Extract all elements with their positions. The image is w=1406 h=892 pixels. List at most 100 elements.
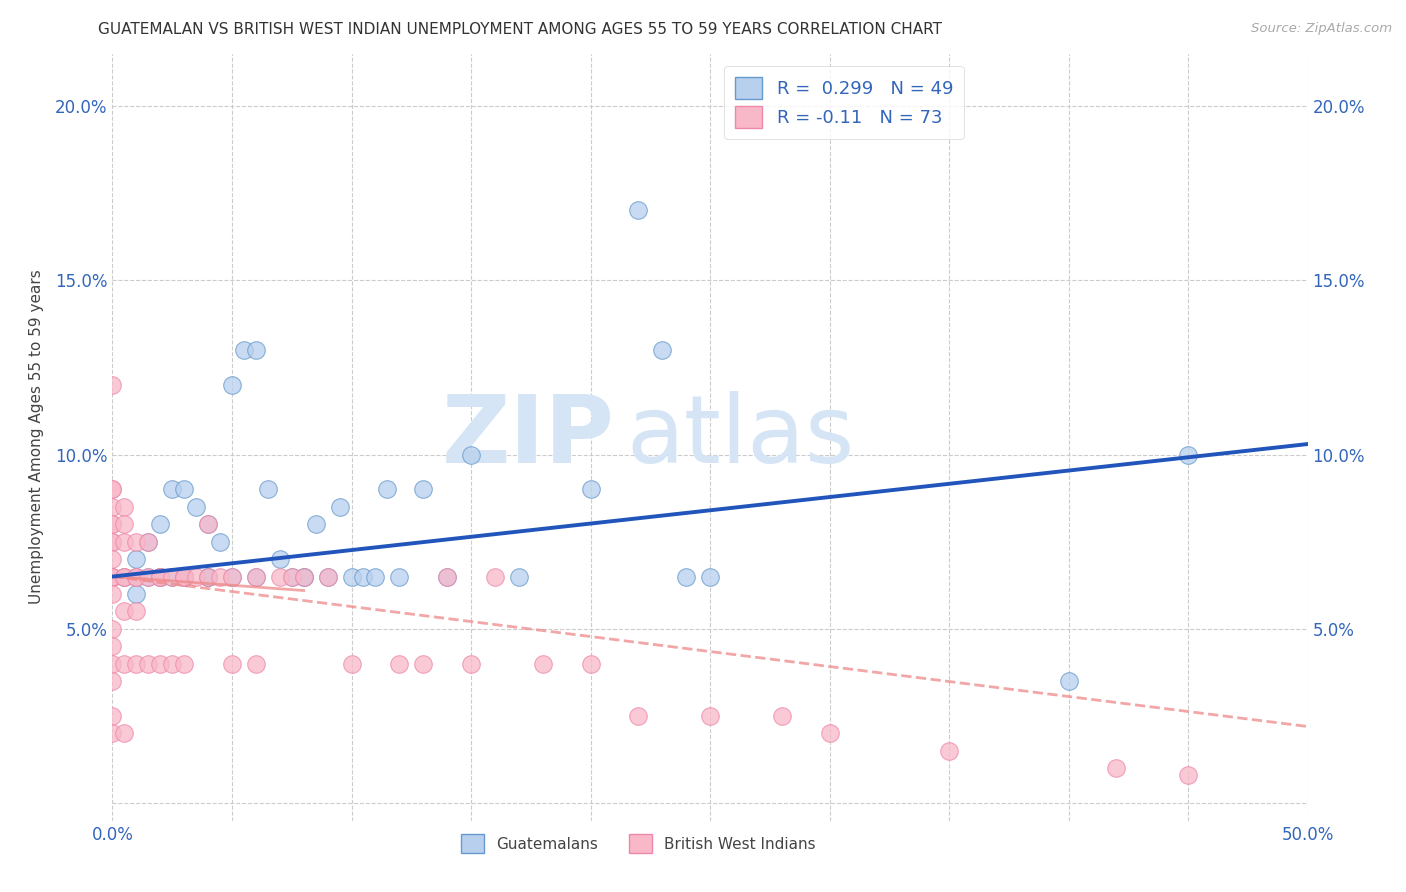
Point xyxy=(149,569,172,583)
Point xyxy=(138,657,160,671)
Point xyxy=(233,343,256,357)
Point xyxy=(101,674,124,689)
Point xyxy=(173,569,195,583)
Point xyxy=(1057,674,1080,689)
Point xyxy=(125,587,148,601)
Point xyxy=(675,569,697,583)
Point xyxy=(173,657,195,671)
Point xyxy=(173,569,195,583)
Point xyxy=(138,569,160,583)
Point xyxy=(221,569,243,583)
Point xyxy=(292,569,315,583)
Point xyxy=(197,517,219,532)
Point xyxy=(460,448,482,462)
Point xyxy=(579,657,602,671)
Point xyxy=(364,569,387,583)
Point xyxy=(197,569,219,583)
Point xyxy=(101,534,124,549)
Point xyxy=(162,657,183,671)
Point xyxy=(101,517,124,532)
Point xyxy=(125,552,148,566)
Point xyxy=(186,569,208,583)
Point xyxy=(186,500,208,514)
Point xyxy=(101,726,124,740)
Point xyxy=(197,517,219,532)
Point xyxy=(627,709,650,723)
Point xyxy=(138,569,160,583)
Point xyxy=(245,569,267,583)
Point xyxy=(257,483,280,497)
Point xyxy=(101,569,124,583)
Point xyxy=(209,534,232,549)
Point xyxy=(101,377,124,392)
Point xyxy=(101,569,124,583)
Point xyxy=(292,569,315,583)
Point xyxy=(245,657,267,671)
Point xyxy=(316,569,339,583)
Point xyxy=(125,569,148,583)
Point xyxy=(114,517,135,532)
Point xyxy=(149,569,172,583)
Point xyxy=(125,569,148,583)
Point xyxy=(101,483,124,497)
Point xyxy=(114,657,135,671)
Point xyxy=(197,569,219,583)
Point xyxy=(484,569,506,583)
Point xyxy=(818,726,841,740)
Point xyxy=(114,569,135,583)
Point xyxy=(209,569,232,583)
Point xyxy=(114,569,135,583)
Point xyxy=(149,657,172,671)
Point xyxy=(114,726,135,740)
Point xyxy=(101,587,124,601)
Point xyxy=(305,517,328,532)
Point xyxy=(340,569,363,583)
Point xyxy=(173,569,195,583)
Point xyxy=(938,744,960,758)
Point xyxy=(412,483,434,497)
Text: GUATEMALAN VS BRITISH WEST INDIAN UNEMPLOYMENT AMONG AGES 55 TO 59 YEARS CORRELA: GUATEMALAN VS BRITISH WEST INDIAN UNEMPL… xyxy=(98,22,942,37)
Point xyxy=(125,604,148,618)
Point xyxy=(245,343,267,357)
Point xyxy=(245,569,267,583)
Point xyxy=(101,534,124,549)
Text: Source: ZipAtlas.com: Source: ZipAtlas.com xyxy=(1251,22,1392,36)
Point xyxy=(1105,761,1128,775)
Point xyxy=(114,569,135,583)
Point xyxy=(125,569,148,583)
Point xyxy=(149,569,172,583)
Point xyxy=(770,709,793,723)
Point xyxy=(627,203,650,218)
Point xyxy=(436,569,458,583)
Text: atlas: atlas xyxy=(627,391,855,483)
Point xyxy=(149,569,172,583)
Point xyxy=(149,517,172,532)
Point xyxy=(269,552,291,566)
Point xyxy=(101,640,124,654)
Point xyxy=(101,622,124,636)
Point xyxy=(173,483,195,497)
Point xyxy=(340,657,363,671)
Text: ZIP: ZIP xyxy=(441,391,614,483)
Point xyxy=(531,657,554,671)
Point xyxy=(101,552,124,566)
Point xyxy=(388,657,411,671)
Point xyxy=(316,569,339,583)
Point xyxy=(138,534,160,549)
Point xyxy=(101,500,124,514)
Point xyxy=(114,534,135,549)
Point xyxy=(101,569,124,583)
Point xyxy=(162,569,183,583)
Point xyxy=(101,657,124,671)
Point xyxy=(197,569,219,583)
Point xyxy=(1177,768,1199,782)
Legend: Guatemalans, British West Indians: Guatemalans, British West Indians xyxy=(456,828,821,859)
Point xyxy=(269,569,291,583)
Point xyxy=(101,569,124,583)
Point xyxy=(162,483,183,497)
Point xyxy=(388,569,411,583)
Point xyxy=(460,657,482,671)
Point xyxy=(352,569,374,583)
Point xyxy=(114,604,135,618)
Point xyxy=(114,500,135,514)
